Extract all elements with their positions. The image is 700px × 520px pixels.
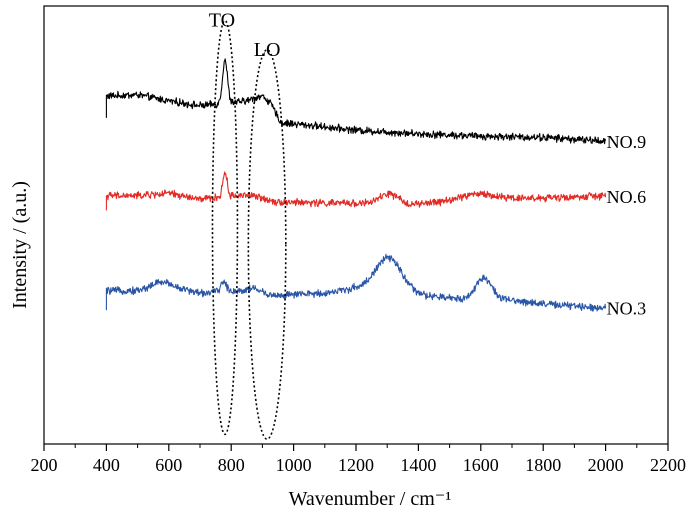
- series-label: NO.3: [607, 299, 647, 319]
- annotation-ellipse-to: [211, 19, 239, 436]
- annotation-layer: TO LO: [209, 10, 287, 440]
- annotation-label-lo: LO: [254, 39, 281, 61]
- plot-border: [43, 5, 669, 445]
- x-tick-label: 1200: [338, 455, 374, 475]
- series-line-no3: [105, 253, 607, 312]
- series-line-no9: [105, 58, 607, 145]
- x-tick-label: 600: [155, 455, 182, 475]
- x-axis-title: Wavenumber / cm⁻¹: [289, 488, 452, 510]
- x-tick-label: 1600: [463, 455, 499, 475]
- x-tick-label: 200: [31, 455, 58, 475]
- y-axis-title: Intensity / (a.u.): [9, 181, 31, 309]
- series-label: NO.9: [607, 132, 647, 152]
- x-tick-label: 2200: [650, 455, 686, 475]
- plot-frame: [43, 5, 669, 445]
- x-tick-label: 1400: [400, 455, 436, 475]
- x-tick-label: 2000: [588, 455, 624, 475]
- x-axis: 200 400 600 800 1000 1200 1400 1600 1800 2000 2200: [31, 444, 686, 475]
- series-layer: NO.9 NO.6 NO.3: [105, 58, 647, 319]
- x-tick-label: 1000: [276, 455, 312, 475]
- annotation-label-to: TO: [209, 10, 235, 32]
- x-tick-label: 1800: [525, 455, 561, 475]
- x-tick-label: 400: [93, 455, 120, 475]
- series-line-no6: [105, 171, 607, 211]
- series-label: NO.6: [607, 187, 647, 207]
- annotation-ellipse-lo: [247, 48, 287, 440]
- x-tick-label: 800: [218, 455, 245, 475]
